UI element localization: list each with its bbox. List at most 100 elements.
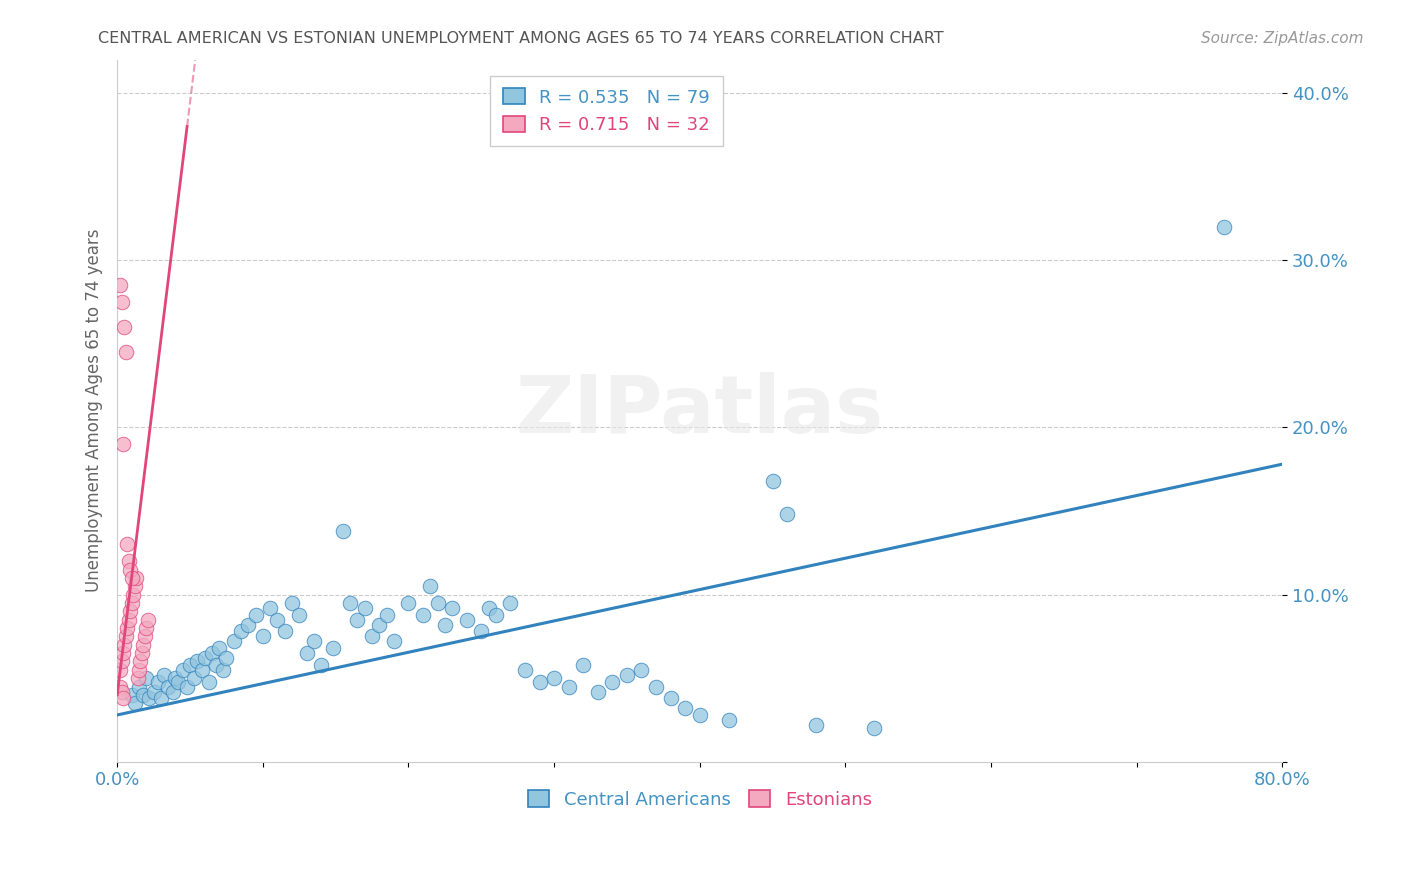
Point <box>529 674 551 689</box>
Text: CENTRAL AMERICAN VS ESTONIAN UNEMPLOYMENT AMONG AGES 65 TO 74 YEARS CORRELATION : CENTRAL AMERICAN VS ESTONIAN UNEMPLOYMEN… <box>98 31 943 46</box>
Point <box>586 684 609 698</box>
Point <box>111 437 134 451</box>
Point <box>162 684 184 698</box>
Point <box>118 613 141 627</box>
Point <box>118 554 141 568</box>
Point <box>229 624 252 639</box>
Point <box>645 680 668 694</box>
Point <box>114 638 136 652</box>
Point <box>122 588 145 602</box>
Point <box>1213 219 1236 234</box>
Point <box>108 680 131 694</box>
Point <box>806 718 828 732</box>
Point <box>138 691 160 706</box>
Point <box>433 617 456 632</box>
Point <box>121 596 143 610</box>
Point <box>110 684 132 698</box>
Point <box>111 646 134 660</box>
Point <box>259 601 281 615</box>
Point <box>412 607 434 622</box>
Point <box>238 617 260 632</box>
Point <box>129 655 152 669</box>
Point <box>761 474 783 488</box>
Point <box>198 674 221 689</box>
Point <box>152 668 174 682</box>
Point <box>426 596 449 610</box>
Point <box>120 604 142 618</box>
Point <box>121 688 143 702</box>
Point <box>108 278 131 293</box>
Point <box>149 691 172 706</box>
Text: Source: ZipAtlas.com: Source: ZipAtlas.com <box>1201 31 1364 46</box>
Point <box>128 680 150 694</box>
Point <box>572 657 595 672</box>
Point <box>131 646 153 660</box>
Point <box>108 663 131 677</box>
Point <box>557 680 579 694</box>
Point <box>776 508 799 522</box>
Point <box>273 624 295 639</box>
Point <box>332 524 354 538</box>
Point <box>111 691 134 706</box>
Point <box>135 621 157 635</box>
Point <box>125 571 148 585</box>
Point <box>543 671 565 685</box>
Point <box>172 663 194 677</box>
Point <box>127 671 149 685</box>
Point <box>309 657 332 672</box>
Point <box>186 655 208 669</box>
Point <box>201 646 224 660</box>
Point <box>176 680 198 694</box>
Point <box>179 657 201 672</box>
Point <box>616 668 638 682</box>
Point <box>456 613 478 627</box>
Point <box>120 562 142 576</box>
Point <box>659 691 682 706</box>
Point <box>124 579 146 593</box>
Point <box>266 613 288 627</box>
Point <box>346 613 368 627</box>
Point <box>485 607 508 622</box>
Point <box>142 684 165 698</box>
Legend: Central Americans, Estonians: Central Americans, Estonians <box>520 783 879 816</box>
Point <box>212 663 235 677</box>
Point <box>222 634 245 648</box>
Point <box>361 629 384 643</box>
Point <box>441 601 464 615</box>
Point <box>135 671 157 685</box>
Y-axis label: Unemployment Among Ages 65 to 74 years: Unemployment Among Ages 65 to 74 years <box>86 229 103 592</box>
Point <box>288 607 311 622</box>
Point <box>110 295 132 310</box>
Point <box>121 571 143 585</box>
Point <box>513 663 536 677</box>
Point <box>863 722 886 736</box>
Point <box>117 537 139 551</box>
Point <box>339 596 361 610</box>
Point <box>136 613 159 627</box>
Point <box>167 674 190 689</box>
Point <box>252 629 274 643</box>
Point <box>132 688 155 702</box>
Point <box>165 671 187 685</box>
Point <box>115 629 138 643</box>
Point <box>673 701 696 715</box>
Text: ZIPatlas: ZIPatlas <box>516 372 884 450</box>
Point <box>114 320 136 334</box>
Point <box>205 657 228 672</box>
Point <box>470 624 492 639</box>
Point <box>717 713 740 727</box>
Point <box>602 674 624 689</box>
Point <box>281 596 304 610</box>
Point <box>132 638 155 652</box>
Point <box>353 601 375 615</box>
Point <box>322 641 344 656</box>
Point <box>398 596 420 610</box>
Point <box>295 646 318 660</box>
Point <box>499 596 522 610</box>
Point <box>134 629 156 643</box>
Point <box>215 651 238 665</box>
Point <box>124 696 146 710</box>
Point <box>190 663 212 677</box>
Point <box>183 671 205 685</box>
Point <box>193 651 215 665</box>
